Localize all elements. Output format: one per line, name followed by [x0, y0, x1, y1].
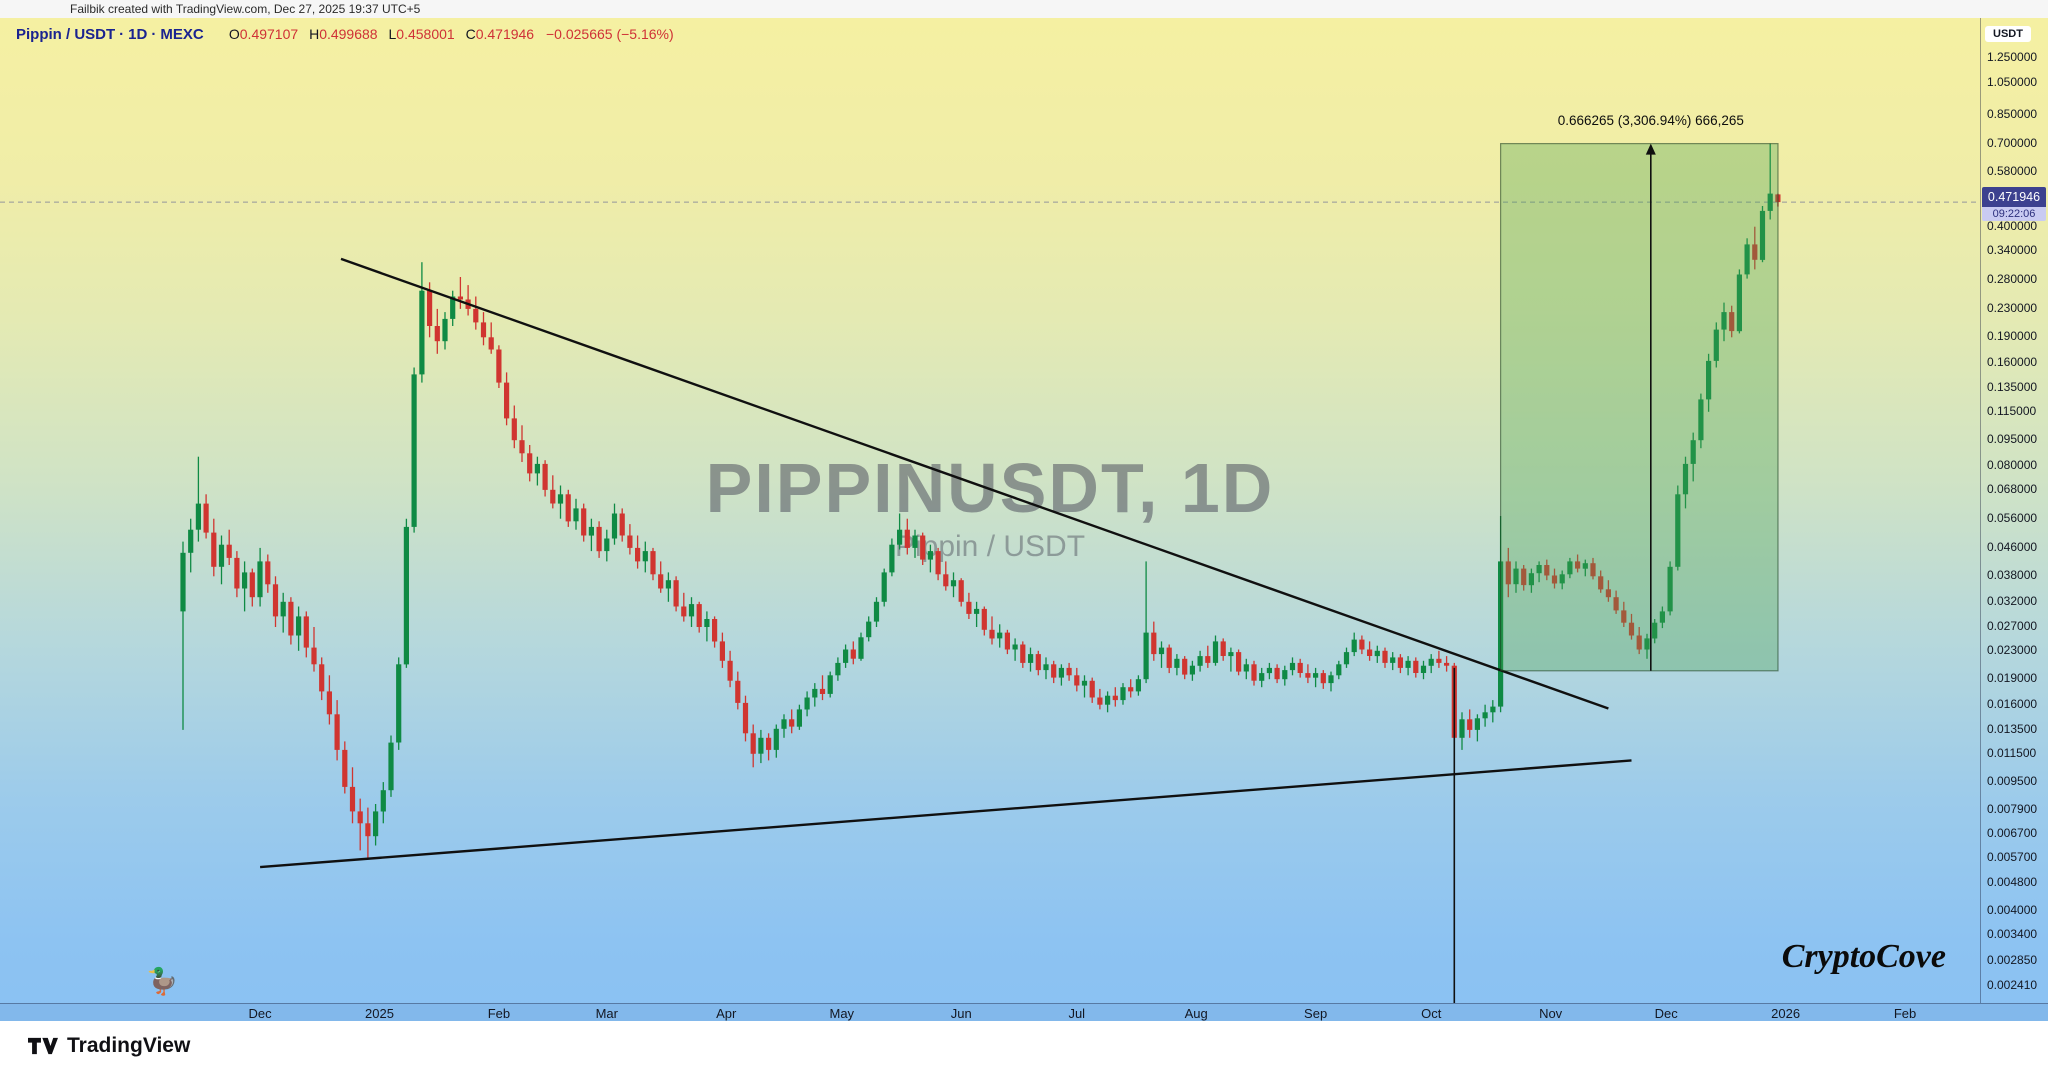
price-tick-label: 0.009500: [1987, 774, 2038, 789]
time-tick-label: May: [829, 1006, 855, 1021]
separator-dot: ·: [119, 26, 125, 43]
range-measurement-label: 0.666265 (3,306.94%) 666,265: [1557, 112, 1744, 128]
high-label: H: [309, 26, 320, 42]
price-axis-divider: [1980, 18, 1981, 1003]
time-tick-label: Apr: [716, 1006, 737, 1021]
price-tick-label: 0.068000: [1987, 481, 2038, 496]
time-tick-label: 2026: [1771, 1006, 1801, 1021]
high-value: 0.499688: [319, 26, 378, 42]
candles: [180, 143, 1781, 858]
price-tick-label: 0.013500: [1987, 721, 2038, 736]
time-tick-label: Dec: [248, 1006, 272, 1021]
change-readout: −0.025665 (−5.16%): [546, 26, 674, 42]
chart-area[interactable]: PIPPINUSDT, 1D Pippin / USDT Pippin / US…: [0, 18, 2048, 1021]
price-tick-label: 0.160000: [1987, 354, 2038, 369]
price-tick-label: 0.038000: [1987, 568, 2038, 583]
low-value: 0.458001: [396, 26, 455, 42]
price-tick-label: 0.230000: [1987, 300, 2038, 315]
range-arrow-head: [1645, 143, 1656, 155]
watermark-subtitle: Pippin / USDT: [894, 530, 1086, 563]
symbol-header: Pippin / USDT · 1D · MEXC O0.497107 H0.49968…: [16, 26, 674, 44]
price-tick-label: 0.095000: [1987, 432, 2038, 447]
price-tick-label: 0.850000: [1987, 106, 2038, 121]
close-value: 0.471946: [475, 26, 535, 42]
time-tick-label: Aug: [1184, 1006, 1208, 1021]
low-label: L: [388, 26, 397, 42]
candlestick-chart[interactable]: [0, 18, 2048, 1021]
time-tick-label: Sep: [1304, 1006, 1328, 1021]
range-box: [1499, 142, 1779, 672]
open-value: 0.497107: [239, 26, 299, 42]
time-tick-label: Oct: [1421, 1006, 1442, 1021]
bar-countdown: 09:22:06: [1982, 207, 2046, 222]
time-tick-label: Nov: [1539, 1006, 1563, 1021]
last-price-value: 0.471946: [1982, 187, 2046, 208]
price-tick-label: 0.019000: [1987, 671, 2038, 686]
price-tick-label: 0.003400: [1987, 926, 2038, 941]
close-label: C: [465, 26, 476, 42]
price-tick-label: 0.190000: [1987, 329, 2038, 344]
time-tick-label: Feb: [1893, 1006, 1917, 1021]
trendline-descending-resistance: [340, 257, 1609, 710]
tradingview-logo[interactable]: TradingView: [28, 1034, 190, 1058]
time-tick-label: Jul: [1068, 1006, 1086, 1021]
cryptocove-branding: CryptoCove: [1781, 938, 1946, 975]
price-tick-label: 0.027000: [1987, 619, 2038, 633]
price-tick-label: 0.005700: [1987, 849, 2038, 864]
duck-emoji: 🦆: [146, 966, 179, 996]
price-tick-label: 0.023000: [1987, 642, 2038, 657]
price-tick-label: 0.016000: [1987, 696, 2038, 711]
price-tick-label: 0.046000: [1987, 539, 2038, 554]
price-axis[interactable]: USDT 1.250000 1.050000 0.850000 0.700000 0.5…: [1980, 18, 2048, 1003]
time-tick-label: Jun: [950, 1006, 972, 1021]
price-tick-label: 0.280000: [1987, 271, 2038, 286]
price-tick-label: 1.250000: [1987, 49, 2038, 64]
symbol-title[interactable]: Pippin / USDT · 1D · MEXC: [16, 26, 208, 43]
price-tick-label: 0.006700: [1987, 825, 2038, 840]
trendline-ascending-support: [260, 759, 1632, 869]
currency-label[interactable]: USDT: [1985, 26, 2031, 42]
price-tick-label: 0.080000: [1987, 457, 2038, 472]
last-price-badge: 0.471946 09:22:06: [1982, 187, 2046, 222]
price-tick-label: 1.050000: [1987, 75, 2038, 90]
exchange-label: MEXC: [160, 26, 204, 43]
price-tick-label: 0.580000: [1987, 163, 2038, 178]
time-tick-label: 2025: [365, 1006, 394, 1021]
price-tick-label: 0.056000: [1987, 510, 2038, 525]
separator-dot: ·: [151, 26, 157, 43]
footer-bar: TradingView: [0, 1021, 2048, 1071]
price-tick-label: 0.700000: [1987, 135, 2038, 150]
time-tick-label: Mar: [595, 1006, 618, 1021]
tradingview-logo-text: TradingView: [67, 1034, 191, 1057]
attribution-text: Failbik created with TradingView.com, De…: [70, 2, 421, 16]
price-tick-label: 0.007900: [1987, 801, 2038, 816]
price-tick-label: 0.032000: [1987, 593, 2038, 608]
price-tick-label: 0.004800: [1987, 875, 2038, 890]
price-tick-label: 0.002850: [1987, 952, 2038, 967]
price-tick-label: 0.135000: [1987, 380, 2038, 394]
open-label: O: [228, 26, 240, 42]
price-tick-label: 0.115000: [1987, 403, 2037, 418]
symbol-name: Pippin / USDT: [16, 26, 116, 43]
price-tick-label: 0.011500: [1987, 745, 2037, 760]
time-axis[interactable]: Dec 2025 Feb Mar Apr May Jun Jul Aug Sep Oct Nov Dec…: [0, 1003, 2048, 1021]
time-tick-label: Dec: [1654, 1006, 1678, 1021]
price-tick-label: 0.004000: [1987, 902, 2038, 917]
interval-label: 1D: [128, 26, 148, 43]
price-tick-label: 0.340000: [1987, 242, 2038, 257]
ohlc-readout: O0.497107 H0.499688 L0.458001 C0.471946 …: [222, 26, 674, 42]
time-tick-label: Feb: [487, 1006, 511, 1021]
attribution-bar: Failbik created with TradingView.com, De…: [0, 0, 2048, 18]
price-tick-label: 0.400000: [1987, 218, 2038, 233]
tradingview-logo-icon: [28, 1037, 58, 1055]
price-tick-label: 0.002410: [1987, 977, 2038, 992]
